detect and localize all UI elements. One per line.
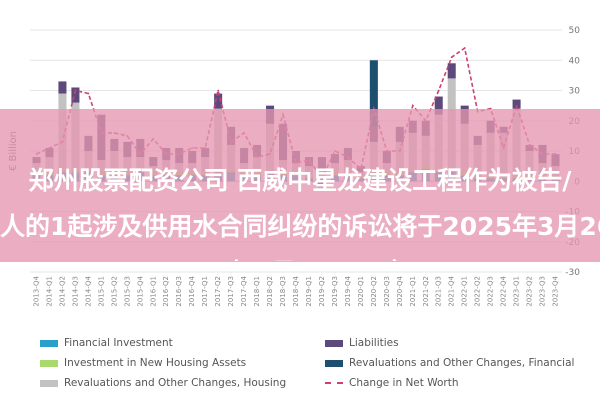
bar-segment — [512, 99, 521, 109]
x-tick-label: 2023-Q3 — [539, 276, 547, 307]
headline: 郑州股票配资公司 西威中星龙建设工程作为被告/ 人的1起涉及供用水合同纠纷的诉讼… — [0, 111, 600, 261]
x-tick-label: 2018-Q4 — [292, 275, 300, 306]
legend-liabilities: Liabilities — [325, 335, 399, 351]
legend-swatch-financial-investment — [40, 339, 58, 347]
y-tick-label: 30 — [569, 87, 581, 97]
x-tick-label: 2023-Q1 — [513, 276, 521, 307]
y-tick-label: -30 — [565, 268, 580, 278]
legend-label: Liabilities — [349, 337, 399, 349]
net-worth-point — [437, 89, 440, 92]
bar-segment — [434, 96, 443, 115]
x-tick-label: 2021-Q4 — [448, 275, 456, 306]
x-tick-label: 2022-Q3 — [487, 276, 495, 307]
x-tick-label: 2019-Q3 — [331, 276, 339, 307]
legend-swatch-revaluations-financial — [325, 359, 343, 367]
x-tick-label: 2020-Q3 — [383, 276, 391, 307]
net-worth-point — [515, 104, 518, 107]
legend-net-worth: Change in Net Worth — [325, 375, 459, 391]
net-worth-point — [74, 89, 77, 92]
x-tick-label: 2018-Q3 — [279, 276, 287, 307]
net-worth-point — [463, 47, 466, 50]
legend-financial-investment: Financial Investment — [40, 335, 173, 351]
x-tick-label: 2020-Q2 — [370, 276, 378, 307]
x-tick-label: 2020-Q1 — [357, 276, 365, 307]
x-tick-label: 2019-Q2 — [318, 276, 326, 307]
bar-segment — [447, 63, 456, 79]
x-tick-label: 2017-Q1 — [201, 276, 209, 307]
legend-swatch-investment-housing — [40, 359, 58, 367]
chart-legend: Financial Investment Investment in New H… — [0, 322, 600, 400]
x-tick-label: 2018-Q2 — [266, 276, 274, 307]
x-tick-label: 2021-Q3 — [435, 276, 443, 307]
x-tick-label: 2023-Q4 — [552, 275, 560, 306]
x-tick-label: 2015-Q4 — [136, 275, 144, 306]
x-tick-label: 2021-Q2 — [422, 276, 430, 307]
legend-label: Change in Net Worth — [349, 377, 459, 389]
x-tick-label: 2022-Q2 — [474, 276, 482, 307]
x-tick-label: 2022-Q4 — [500, 275, 508, 306]
x-tick-label: 2017-Q4 — [240, 275, 248, 306]
net-worth-point — [87, 92, 90, 95]
legend-label: Revaluations and Other Changes, Housing — [64, 377, 287, 389]
x-tick-label: 2020-Q4 — [396, 275, 404, 306]
x-tick-label: 2015-Q3 — [123, 276, 131, 307]
bar-segment — [71, 87, 80, 103]
x-tick-label: 2014-Q4 — [84, 275, 92, 306]
legend-label: Financial Investment — [64, 337, 173, 349]
x-tick-label: 2016-Q3 — [175, 276, 183, 307]
x-tick-label: 2018-Q1 — [253, 276, 261, 307]
net-worth-point — [217, 89, 220, 92]
legend-label: Investment in New Housing Assets — [64, 357, 247, 369]
bar-segment — [58, 81, 67, 94]
legend-label: Revaluations and Other Changes, Financia… — [349, 357, 575, 369]
headline-line-1: 郑州股票配资公司 西威中星龙建设工程作为被告/ — [28, 166, 572, 195]
legend-swatch-liabilities — [325, 339, 343, 347]
legend-revaluations-housing: Revaluations and Other Changes, Housing — [40, 375, 286, 391]
x-tick-label: 2013-Q4 — [32, 275, 40, 306]
x-tick-label: 2022-Q1 — [461, 276, 469, 307]
x-tick-label: 2016-Q2 — [162, 276, 170, 307]
x-tick-label: 2017-Q3 — [227, 276, 235, 307]
y-tick-label: 50 — [569, 26, 581, 36]
legend-revaluations-financial: Revaluations and Other Changes, Financia… — [325, 355, 574, 371]
x-tick-label: 2016-Q1 — [149, 276, 157, 307]
x-tick-label: 2016-Q4 — [188, 275, 196, 306]
headline-line-3: 25年3月26日开庭 — [0, 253, 600, 261]
net-worth-point — [450, 56, 453, 59]
headline-line-2: 人的1起涉及供用水合同纠纷的诉讼将于2025年3月26 — [0, 212, 600, 241]
bar-segment — [369, 60, 378, 127]
headline-banner — [0, 109, 600, 262]
x-tick-label: 2017-Q2 — [214, 276, 222, 307]
x-tick-label: 2019-Q1 — [305, 276, 313, 307]
x-tick-label: 2014-Q3 — [71, 276, 79, 307]
x-tick-label: 2015-Q2 — [110, 276, 118, 307]
y-tick-label: 40 — [569, 56, 581, 66]
x-tick-label: 2014-Q1 — [45, 276, 53, 307]
x-tick-label: 2021-Q1 — [409, 276, 417, 307]
legend-swatch-net-worth — [325, 382, 343, 384]
x-tick-label: 2023-Q2 — [526, 276, 534, 307]
legend-investment-housing: Investment in New Housing Assets — [40, 355, 246, 371]
legend-swatch-revaluations-housing — [40, 379, 58, 387]
x-tick-label: 2019-Q4 — [344, 275, 352, 306]
net-worth-point — [411, 104, 414, 107]
bar-segment — [214, 93, 223, 109]
x-tick-label: 2014-Q2 — [58, 276, 66, 307]
x-tick-label: 2015-Q1 — [97, 276, 105, 307]
